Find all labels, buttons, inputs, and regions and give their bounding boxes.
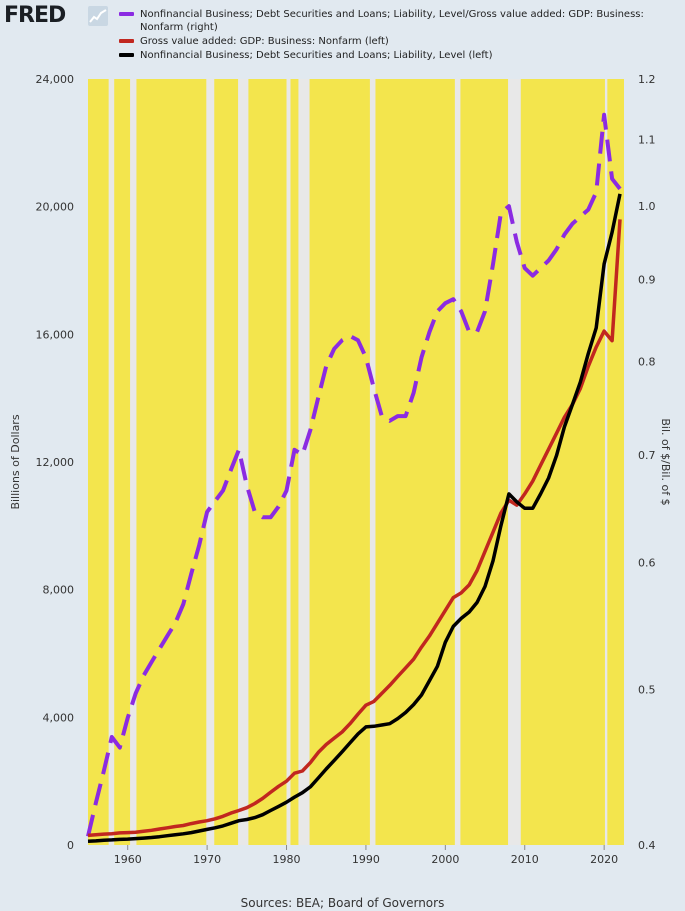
legend-swatch <box>119 12 134 16</box>
left-tick-label: 16,000 <box>36 328 75 341</box>
right-tick-label: 0.4 <box>638 839 656 852</box>
left-tick-label: 24,000 <box>36 73 75 86</box>
recession-band <box>604 79 608 845</box>
x-tick-label: 2000 <box>431 853 459 866</box>
fred-logo[interactable]: FRED <box>4 3 66 28</box>
x-tick-label: 1960 <box>114 853 142 866</box>
x-tick-label: 2020 <box>590 853 618 866</box>
right-tick-label: 0.6 <box>638 556 656 569</box>
legend-item-debt-level[interactable]: Nonfinancial Business; Debt Securities a… <box>119 49 679 62</box>
x-tick-label: 1990 <box>352 853 380 866</box>
left-tick-label: 8,000 <box>43 584 75 597</box>
recession-band <box>508 79 521 845</box>
legend-item-gross-value-added[interactable]: Gross value added: GDP: Business: Nonfar… <box>119 35 679 48</box>
recession-band <box>298 79 310 845</box>
right-tick-label: 1.1 <box>638 134 656 147</box>
debt-level-line <box>87 193 622 843</box>
x-tick-label: 1970 <box>193 853 221 866</box>
legend-label: Nonfinancial Business; Debt Securities a… <box>140 9 644 33</box>
right-tick-label: 0.9 <box>638 274 656 287</box>
right-tick-label: 1.2 <box>638 73 656 86</box>
left-axis-ticks: 0 4,000 8,000 12,000 16,000 20,000 24,000 <box>36 73 75 852</box>
line-chart: 1960 1970 1980 1990 2000 2010 2020 0 4,000 8,000… <box>9 73 672 866</box>
recession-band <box>206 79 215 845</box>
recession-band <box>369 79 376 845</box>
chart-legend: Nonfinancial Business; Debt Securities a… <box>119 8 679 63</box>
recession-band <box>130 79 137 845</box>
recession-band <box>108 79 115 845</box>
fred-chart-logo-icon <box>88 6 108 26</box>
right-axis-ticks: 0.4 0.5 0.6 0.7 0.8 0.9 1.0 1.1 1.2 <box>638 73 656 852</box>
legend-swatch <box>119 53 134 57</box>
right-axis-label: Bil. of $/Bil. of $ <box>659 418 672 505</box>
x-tick-label: 2010 <box>511 853 539 866</box>
left-axis-label: Billions of Dollars <box>9 414 22 509</box>
left-tick-label: 0 <box>67 839 74 852</box>
legend-swatch <box>119 39 134 43</box>
recession-band <box>286 79 291 845</box>
series-lines <box>86 112 622 843</box>
left-tick-label: 4,000 <box>43 711 75 724</box>
right-tick-label: 1.0 <box>638 200 656 213</box>
left-tick-label: 12,000 <box>36 456 75 469</box>
x-tick-label: 1980 <box>273 853 301 866</box>
right-tick-label: 0.8 <box>638 356 656 369</box>
legend-label: Nonfinancial Business; Debt Securities a… <box>140 50 493 61</box>
left-tick-label: 20,000 <box>36 201 75 214</box>
recession-band <box>454 79 461 845</box>
right-tick-label: 0.7 <box>638 449 656 462</box>
legend-item-debt-gdp-ratio[interactable]: Nonfinancial Business; Debt Securities a… <box>119 8 679 34</box>
right-tick-label: 0.5 <box>638 683 656 696</box>
source-note: Sources: BEA; Board of Governors <box>240 896 445 910</box>
gross-value-added-line <box>87 219 622 838</box>
debt-gdp-ratio-line <box>86 112 622 837</box>
legend-label: Gross value added: GDP: Business: Nonfar… <box>140 36 389 47</box>
x-axis-ticks: 1960 1970 1980 1990 2000 2010 2020 <box>114 845 618 866</box>
